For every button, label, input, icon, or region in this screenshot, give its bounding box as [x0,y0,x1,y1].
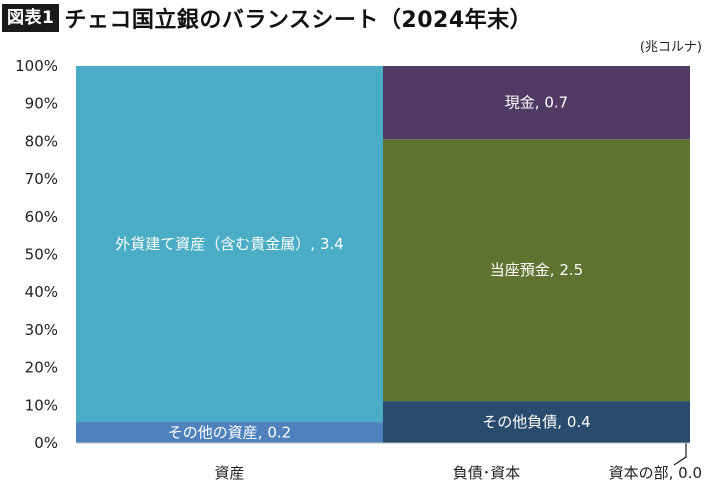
bar-segment [76,66,383,423]
chart-title: チェコ国立銀のバランスシート（2024年末） [64,8,533,33]
y-tick-label: 60% [25,208,58,226]
figure-badge: 図表1 [2,4,60,32]
data-label: 外貨建て資産（含む貴金属）, 3.4 [115,235,343,253]
data-label: 現金, 0.7 [505,94,568,112]
y-tick-label: 10% [25,396,58,414]
y-tick-label: 100% [15,57,58,75]
bar-segment [76,422,383,443]
category-label: 負債･資本 [453,464,521,482]
data-label: その他負債, 0.4 [482,413,590,431]
bar-segment [383,66,690,140]
y-tick-label: 50% [25,246,58,264]
y-tick-label: 30% [25,321,58,339]
bar-segment [383,139,690,402]
chart-header: 図表1 チェコ国立銀のバランスシート（2024年末） [2,2,532,34]
y-tick-label: 0% [34,434,58,452]
category-label: 資産 [214,464,244,482]
y-tick-label: 70% [25,170,58,188]
unit-label: (兆コルナ) [639,40,702,55]
leader-line [673,443,687,466]
bar-segment [383,401,690,443]
data-label: その他の資産, 0.2 [168,424,291,442]
y-tick-label: 90% [25,95,58,113]
data-label: 資本の部, 0.0 [609,464,702,482]
y-tick-label: 20% [25,359,58,377]
data-label: 当座預金, 2.5 [490,261,583,279]
y-tick-label: 80% [25,132,58,150]
y-tick-label: 40% [25,283,58,301]
